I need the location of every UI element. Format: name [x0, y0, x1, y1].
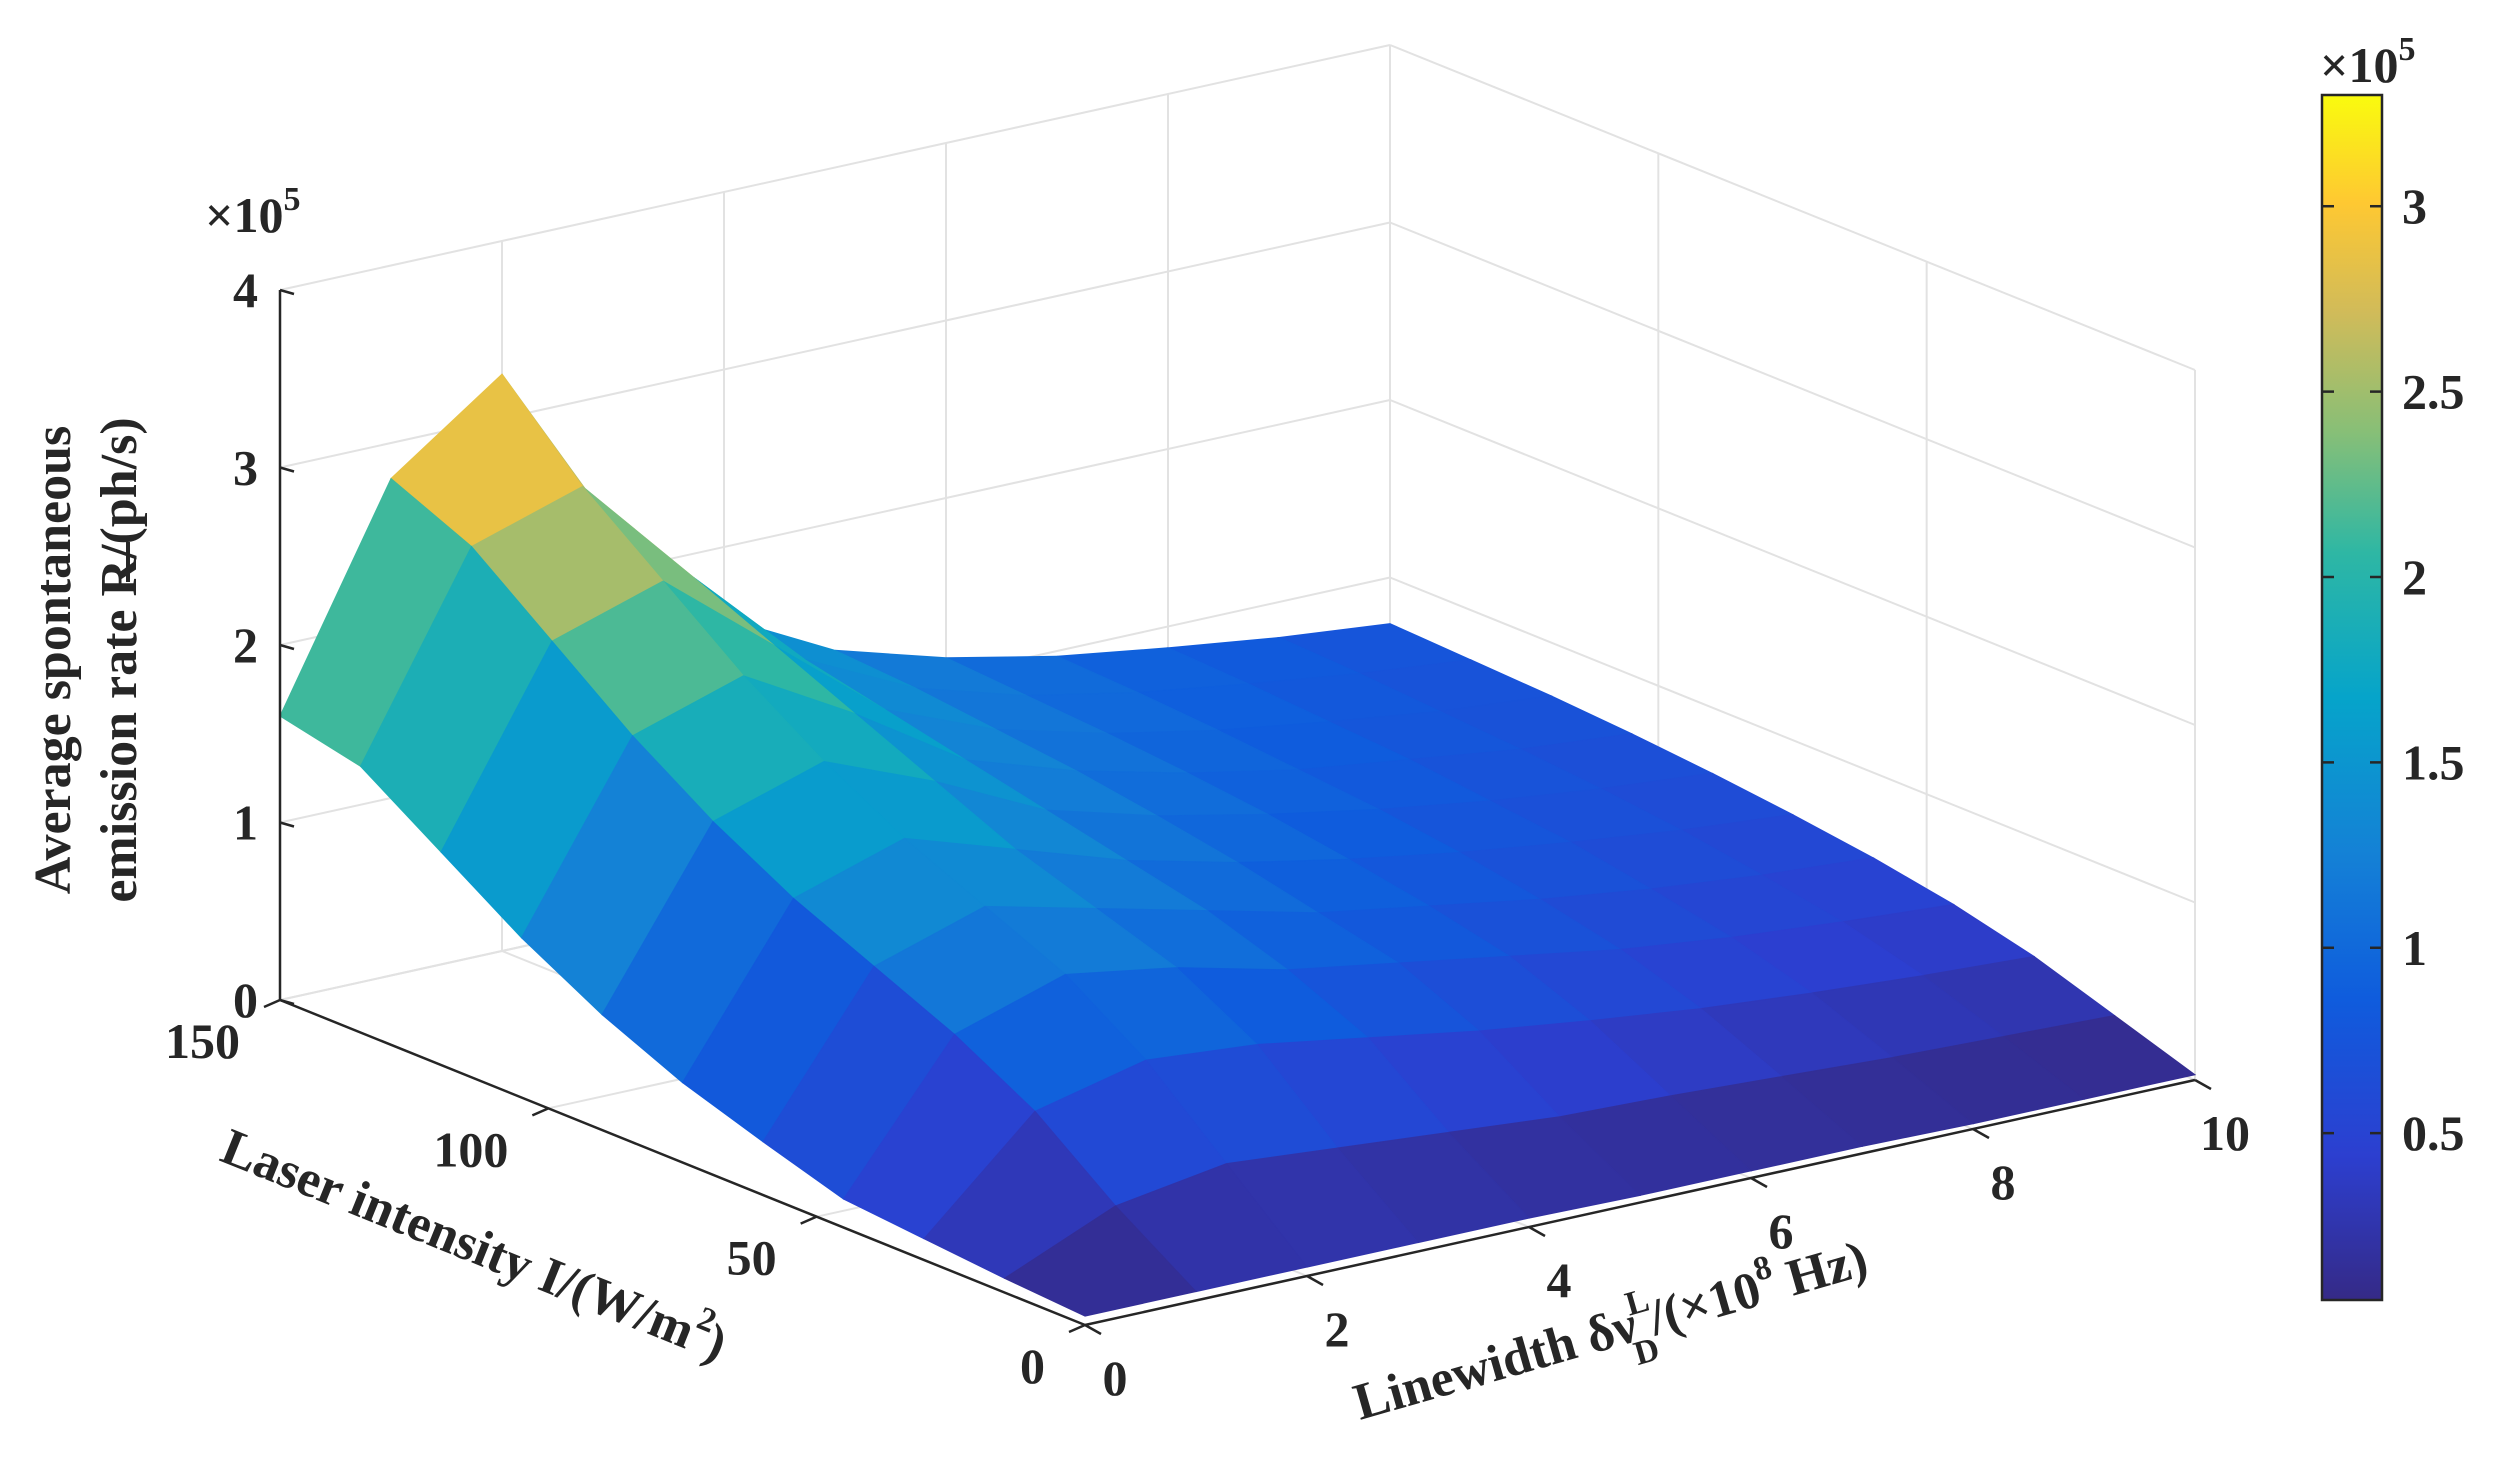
colorbar-tick-label: 2.5 [2402, 364, 2465, 420]
grid-line [1389, 221, 2196, 549]
grid-line [1389, 399, 2196, 726]
grid-line [279, 44, 1391, 291]
z-tick-label: 3 [233, 440, 258, 496]
y-tick-label: 0 [1020, 1338, 1045, 1394]
colorbar-tick-label: 1 [2402, 920, 2427, 976]
surface [279, 373, 2197, 1317]
axes-lines [263, 288, 2212, 1336]
x-tick-mark [1084, 1323, 1102, 1336]
z-axis-label: Average spontaneous emission rate R/(ph/… [25, 417, 148, 902]
z-tick-mark [279, 288, 295, 296]
grid-line [1389, 44, 2196, 371]
grid-line [1389, 576, 2196, 904]
y-tick-labels: 0 50 100 150 [165, 1013, 1045, 1394]
colorbar-ticks: 0.5 1 1.5 2 2.5 3 [2322, 178, 2465, 1161]
x-tick-label: 2 [1325, 1301, 1350, 1357]
z-tick-label: 1 [233, 795, 258, 851]
colorbar-tick-label: 0.5 [2402, 1105, 2465, 1161]
z-tick-labels: 0 1 2 3 4 [233, 262, 258, 1028]
x-tick-mark [1750, 1176, 1768, 1189]
z-tick-label: 2 [233, 617, 258, 673]
z-tick-mark [279, 821, 295, 828]
colorbar-multiplier: ×105 [2320, 31, 2416, 93]
svg-text:Linewidth δνLD/(×108 Hz): Linewidth δνLD/(×108 Hz) [1345, 1221, 1879, 1451]
x-tick-label: 8 [1991, 1154, 2016, 1210]
y-tick-label: 100 [433, 1121, 508, 1177]
x-tick-mark [1306, 1274, 1324, 1287]
x-tick-label: 4 [1547, 1252, 1572, 1308]
x-tick-mark [1528, 1225, 1546, 1238]
z-tick-mark [279, 466, 295, 473]
colorbar-tick-label: 3 [2402, 178, 2427, 234]
z-tick-label: 4 [233, 262, 258, 318]
x-tick-label: 6 [1769, 1203, 1794, 1259]
x-axis-line [1084, 1078, 2196, 1327]
z-axis-label-line2: emission rate R/(ph/s) [91, 417, 148, 902]
x-tick-labels: 0 2 4 6 8 10 [1103, 1105, 2251, 1406]
x-tick-mark [2194, 1078, 2212, 1091]
y-tick-mark [531, 1107, 549, 1117]
x-tick-mark [1972, 1127, 1990, 1140]
colorbar-gradient [2320, 93, 2384, 1302]
colorbar-tick-label: 2 [2402, 549, 2427, 605]
surface-patch [1003, 1205, 1197, 1317]
z-tick-mark [279, 643, 295, 651]
y-tick-label: 50 [727, 1230, 777, 1286]
colorbar: 0.5 1 1.5 2 2.5 3 ×105 [2320, 31, 2465, 1302]
z-tick-mark [279, 998, 295, 1006]
colorbar-tick-label: 1.5 [2402, 734, 2465, 790]
y-tick-mark [1068, 1323, 1086, 1334]
z-multiplier: ×105 [205, 181, 301, 243]
x-tick-label: 10 [2200, 1105, 2250, 1161]
y-tick-mark [800, 1215, 818, 1225]
z-axis-label-line1: Average spontaneous [25, 426, 82, 894]
y-axis-line [279, 998, 1086, 1327]
y-tick-label: 150 [165, 1013, 240, 1069]
y-tick-mark [263, 998, 281, 1009]
x-tick-label: 0 [1103, 1350, 1128, 1406]
z-tick-label: 0 [233, 972, 258, 1028]
x-axis-label: Linewidth δνLD/(×108 Hz) [1345, 1221, 1879, 1451]
